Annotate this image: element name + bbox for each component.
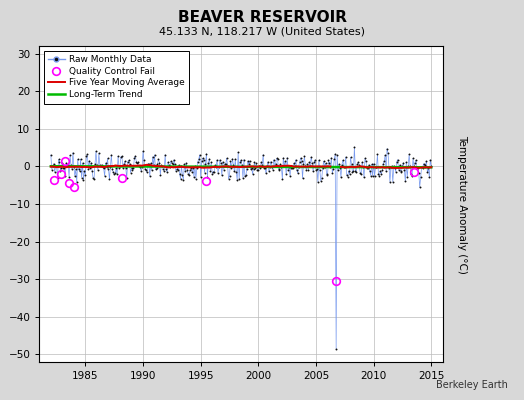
Text: BEAVER RESERVOIR: BEAVER RESERVOIR: [178, 10, 346, 25]
Text: Berkeley Earth: Berkeley Earth: [436, 380, 508, 390]
Legend: Raw Monthly Data, Quality Control Fail, Five Year Moving Average, Long-Term Tren: Raw Monthly Data, Quality Control Fail, …: [44, 50, 189, 104]
Text: 45.133 N, 118.217 W (United States): 45.133 N, 118.217 W (United States): [159, 26, 365, 36]
Y-axis label: Temperature Anomaly (°C): Temperature Anomaly (°C): [457, 134, 467, 274]
